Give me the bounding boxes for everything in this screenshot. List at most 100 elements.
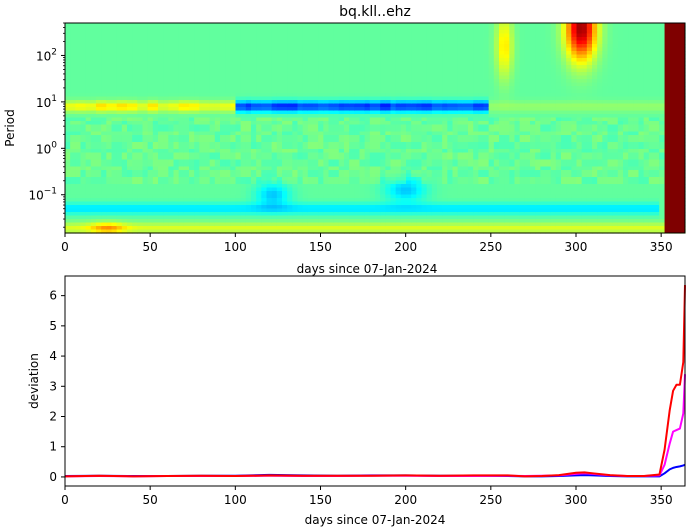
heatmap-cell xyxy=(400,124,407,129)
heatmap-cell xyxy=(442,86,448,91)
heatmap-cell xyxy=(354,44,361,49)
heatmap-cell xyxy=(158,222,164,227)
heatmap-cell xyxy=(256,138,262,143)
heatmap-cell xyxy=(199,33,206,38)
heatmap-cell xyxy=(80,170,87,175)
heatmap-cell xyxy=(137,194,144,199)
heatmap-cell xyxy=(364,33,371,38)
heatmap-cell xyxy=(468,89,474,94)
heatmap-cell xyxy=(106,180,113,185)
heatmap-cell xyxy=(452,201,459,206)
heatmap-cell xyxy=(287,75,293,80)
heatmap-cell xyxy=(282,222,288,227)
heatmap-cell xyxy=(225,194,231,199)
heatmap-cell xyxy=(375,184,381,189)
heatmap-cell xyxy=(116,93,123,98)
heatmap-cell xyxy=(437,75,443,80)
heatmap-cell xyxy=(395,75,402,80)
heatmap-cell xyxy=(271,229,278,234)
heatmap-cell xyxy=(127,82,133,87)
heatmap-cell xyxy=(400,215,407,220)
heatmap-cell xyxy=(426,222,433,227)
heatmap-cell xyxy=(106,152,113,157)
heatmap-cell xyxy=(426,166,433,171)
heatmap-cell xyxy=(75,184,82,189)
heatmap-cell xyxy=(431,47,438,52)
heatmap-cell xyxy=(199,170,206,175)
heatmap-cell xyxy=(235,110,242,115)
heatmap-cell xyxy=(488,173,495,178)
heatmap-cell xyxy=(225,152,231,157)
heatmap-cell xyxy=(431,135,438,140)
heatmap-cell xyxy=(452,110,459,115)
heatmap-cell xyxy=(307,93,314,98)
heatmap-cell xyxy=(437,26,443,31)
heatmap-cell xyxy=(189,135,195,140)
heatmap-cell xyxy=(261,40,268,45)
heatmap-cell xyxy=(328,124,335,129)
heatmap-cell xyxy=(214,72,221,77)
heatmap-cell xyxy=(240,117,247,122)
heatmap-cell xyxy=(302,205,309,210)
heatmap-cell xyxy=(204,51,211,56)
heatmap-cell xyxy=(80,222,87,227)
heatmap-cell xyxy=(380,86,386,91)
heatmap-cell xyxy=(70,117,76,122)
heatmap-cell xyxy=(220,156,226,161)
heatmap-cell xyxy=(127,47,133,52)
heatmap-cell xyxy=(307,117,314,122)
heatmap-cell xyxy=(261,61,268,66)
heatmap-cell xyxy=(80,208,87,213)
heatmap-cell xyxy=(421,79,428,84)
heatmap-cell xyxy=(411,26,417,31)
heatmap-cell xyxy=(106,117,113,122)
heatmap-cell xyxy=(225,191,231,196)
heatmap-cell xyxy=(328,215,335,220)
heatmap-cell xyxy=(214,163,221,168)
heatmap-cell xyxy=(276,184,283,189)
heatmap-cell xyxy=(478,54,485,59)
heatmap-cell xyxy=(276,208,283,213)
heatmap-cell xyxy=(473,159,479,164)
heatmap-cell xyxy=(297,124,304,129)
heatmap-cell xyxy=(442,117,448,122)
heatmap-cell xyxy=(256,96,262,101)
heatmap-cell xyxy=(369,184,376,189)
heatmap-cell xyxy=(416,229,423,234)
heatmap-cell xyxy=(338,72,345,77)
heatmap-cell xyxy=(328,184,335,189)
heatmap-cell xyxy=(101,152,107,157)
heatmap-cell xyxy=(230,222,237,227)
heatmap-cell xyxy=(194,47,200,52)
heatmap-cell xyxy=(214,219,221,224)
heatmap-cell xyxy=(478,26,485,31)
heatmap-cell xyxy=(106,61,113,66)
heatmap-cell xyxy=(406,170,412,175)
heatmap-cell xyxy=(375,82,381,87)
heatmap-cell xyxy=(478,194,485,199)
heatmap-cell xyxy=(168,215,175,220)
heatmap-cell xyxy=(338,54,345,59)
heatmap-cell xyxy=(256,212,262,217)
heatmap-cell xyxy=(209,212,216,217)
heatmap-cell xyxy=(359,152,366,157)
heatmap-cell xyxy=(101,142,107,147)
heatmap-cell xyxy=(101,65,107,70)
heatmap-cell xyxy=(183,149,190,154)
heatmap-cell xyxy=(132,86,138,91)
heatmap-cell xyxy=(137,72,144,77)
heatmap-cell xyxy=(400,194,407,199)
heatmap-cell xyxy=(106,205,113,210)
heatmap-cell xyxy=(421,163,428,168)
heatmap-cell xyxy=(101,215,107,220)
heatmap-cell xyxy=(287,86,293,91)
heatmap-cell xyxy=(209,72,216,77)
heatmap-cell xyxy=(194,170,200,175)
heatmap-cell xyxy=(214,23,221,28)
heatmap-cell xyxy=(313,89,319,94)
heatmap-cell xyxy=(266,170,273,175)
heatmap-cell xyxy=(142,37,149,42)
heatmap-cell xyxy=(292,194,299,199)
heatmap-cell xyxy=(96,100,102,105)
